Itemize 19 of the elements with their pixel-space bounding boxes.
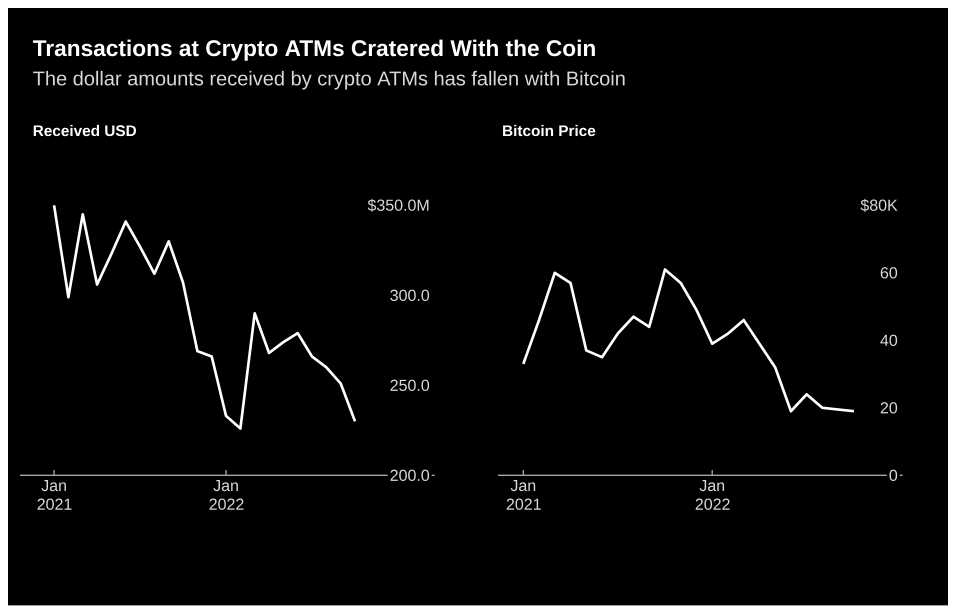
line-series: [522, 268, 856, 412]
y-axis-title: Received USD: [34, 124, 136, 136]
y-tick-label: 250.0: [390, 380, 430, 391]
y-tick-label: 20: [880, 402, 898, 414]
y-tick-label: $350.0M: [368, 198, 428, 212]
y-tick-label: 300.0: [390, 290, 430, 301]
y-tick-label: 60: [880, 267, 898, 278]
y-axis-title: Bitcoin Price: [503, 124, 596, 136]
chart-subtitle: The dollar amounts received by crypto ATMs has fallen with Bitcoin: [33, 70, 625, 90]
chart-title: Transactions at Crypto ATMs Cratered With the Coin: [32, 39, 595, 61]
y-tick-label: 40: [880, 334, 898, 346]
x-tick-label: Jan 2021: [506, 480, 541, 510]
y-tick-label: 0: [889, 470, 898, 481]
x-tick-label: Jan 2022: [696, 480, 730, 510]
line-series: [52, 204, 356, 430]
y-tick-label: $80K: [860, 198, 898, 212]
y-tick-label: 200.0: [390, 470, 430, 481]
x-tick-label: Jan 2021: [38, 480, 72, 510]
x-tick-label: Jan 2022: [210, 480, 244, 510]
